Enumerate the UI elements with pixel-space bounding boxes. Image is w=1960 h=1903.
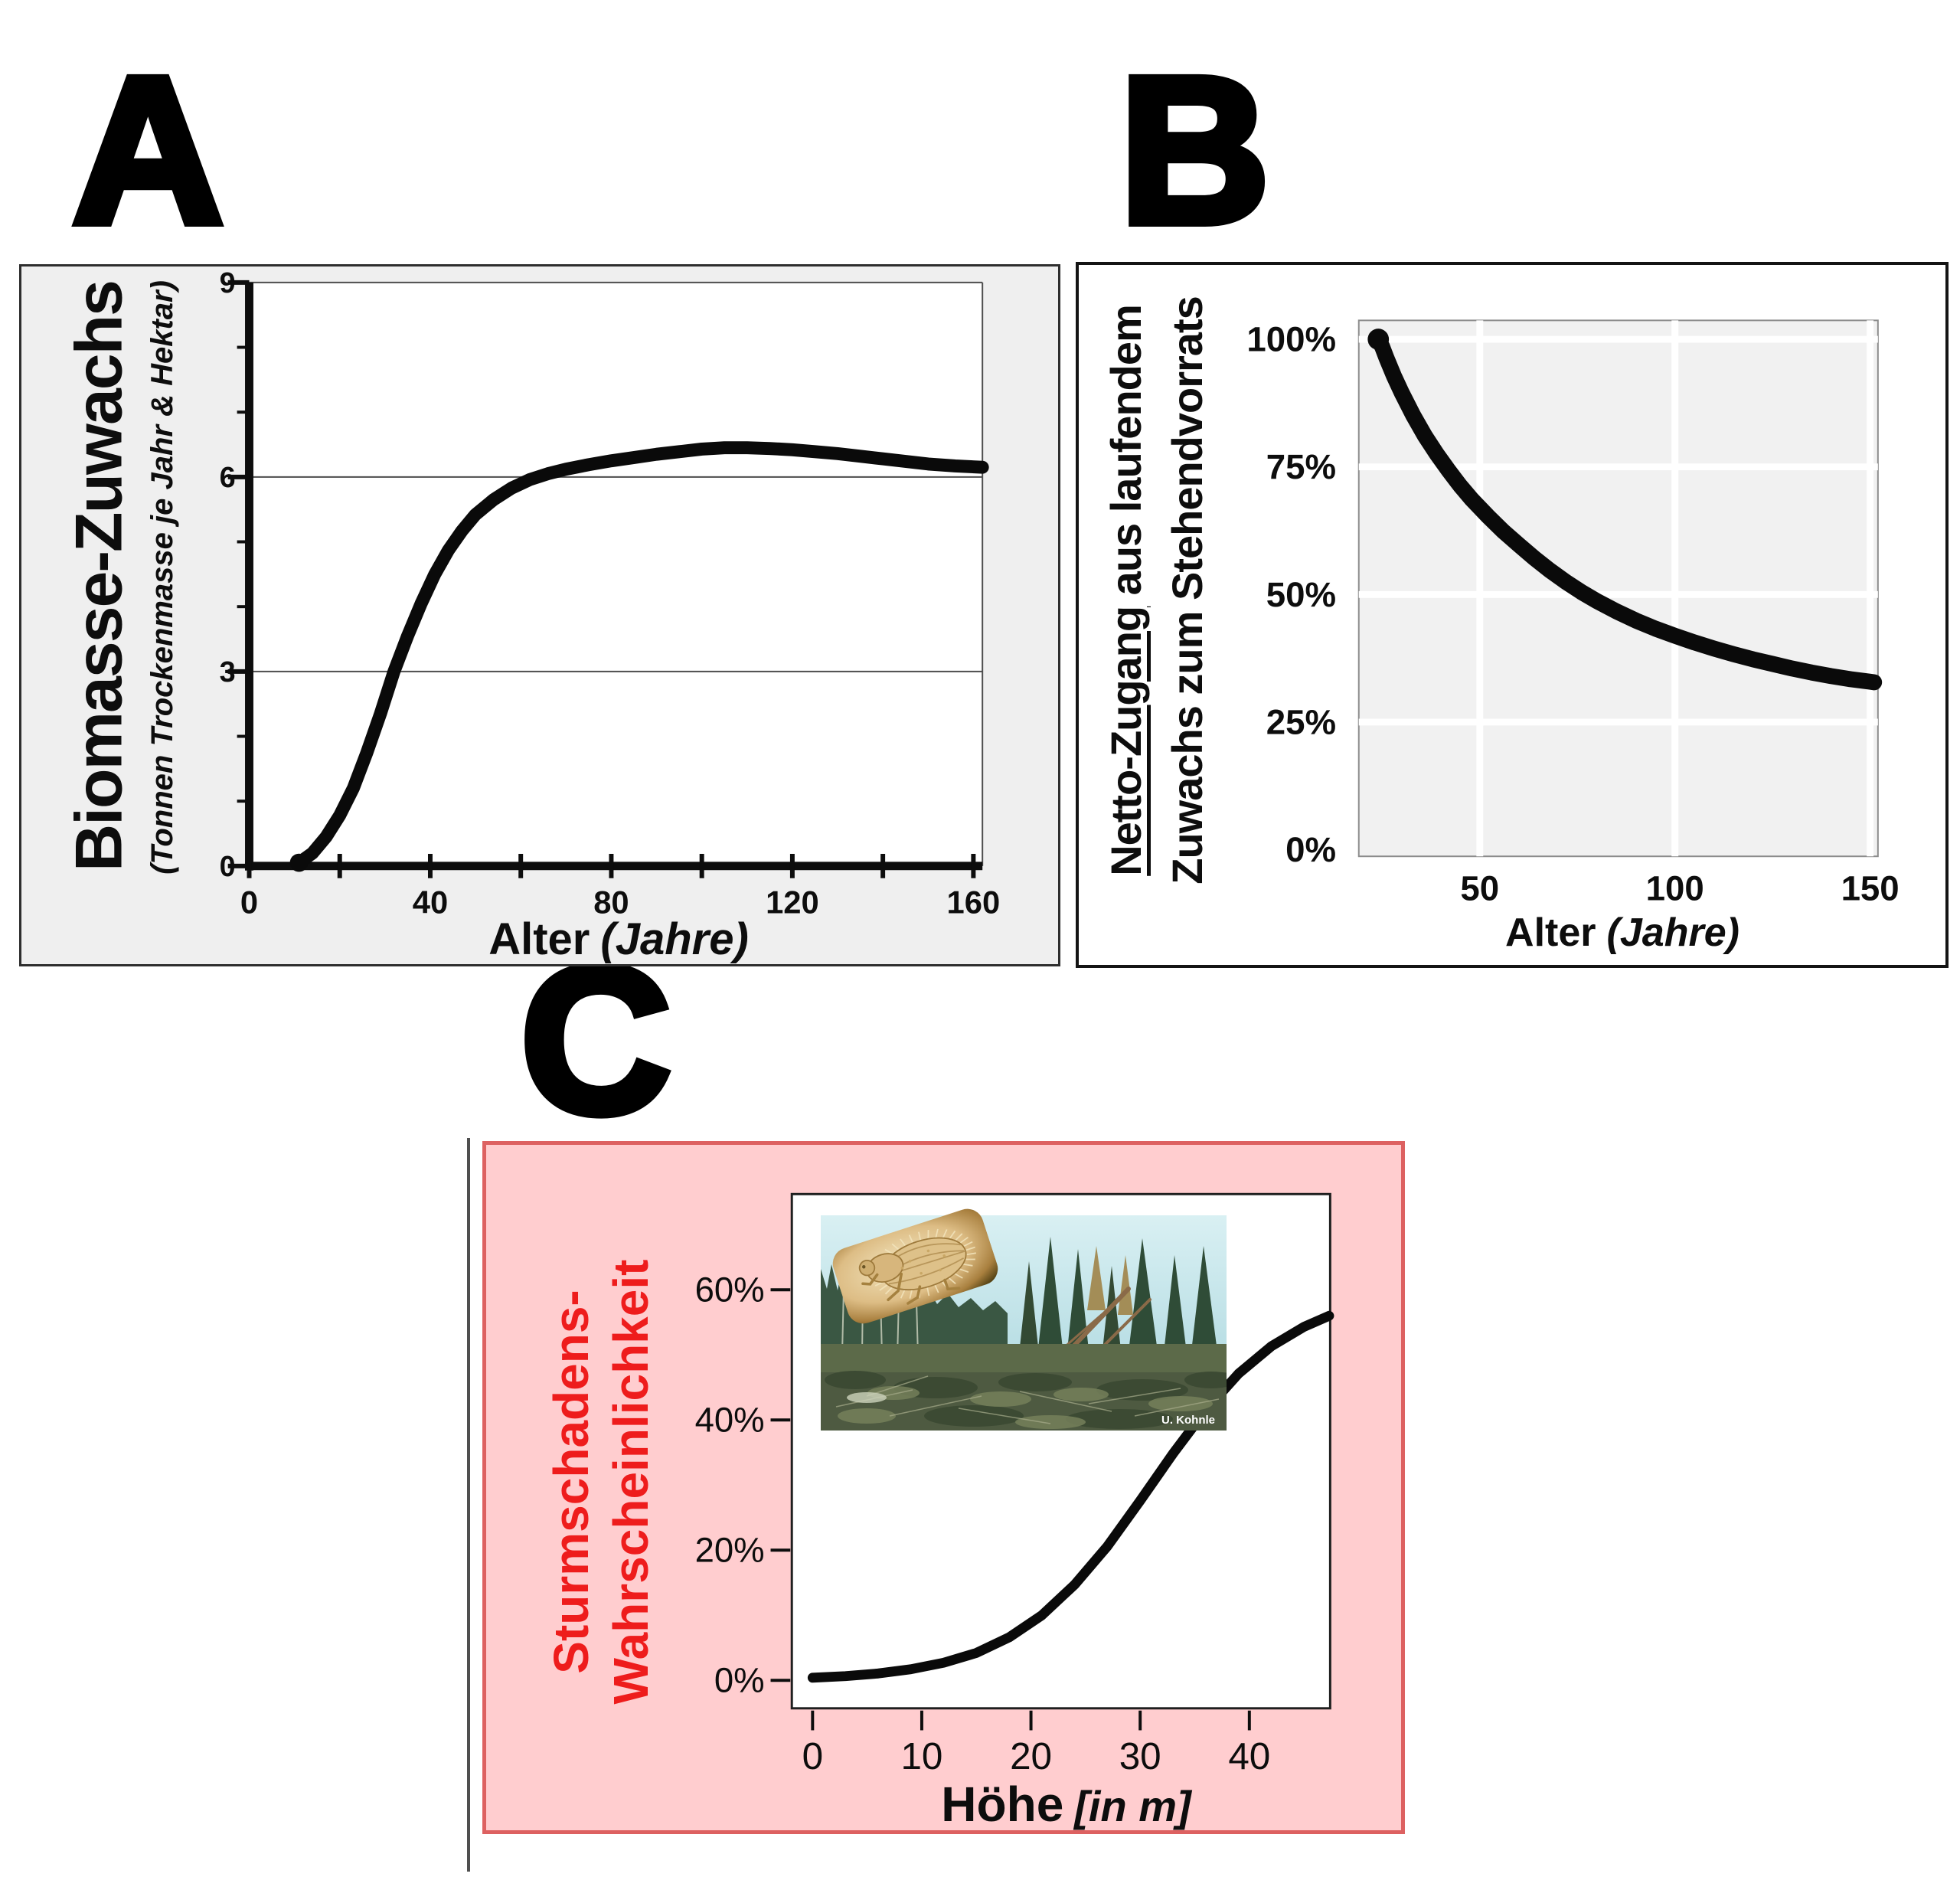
chart-a-y-tick-label: 9 [220,266,236,299]
chart-b-y-tick-label: 75% [1266,447,1336,486]
panel-b-net-increment-ratio: 0% 25% 50% 75% 100% 50 100 150 Netto-Zugang aus… [1076,262,1949,968]
panel-a-y-axis-subtitle: (Tonnen Trockenmasse je Jahr & Hektar) [145,280,179,875]
chart-a-y-tick-label: 0 [220,850,236,882]
chart-b-x-tick-label: 50 [1460,869,1499,908]
chart-a-biomass-vs-age: 0 3 6 9 0 40 80 120 160 [220,266,1001,920]
chart-a-x-tick-label: 80 [593,884,629,920]
panel-c-y-axis-title: Sturmschadens- Wahrscheinlichkeit [541,1183,661,1780]
panel-b-y-axis-title-line2: Zuwachs zum Stehendvorrats [1163,296,1211,884]
chart-b-y-tick-label: 100% [1246,320,1336,359]
chart-c-x-tick-label: 10 [900,1735,942,1777]
chart-b-y-tick-label: 25% [1266,702,1336,741]
chart-c-y-tick-label: 40% [695,1401,765,1440]
chart-c-x-tick-label: 0 [802,1735,824,1777]
chart-c-curve [807,1310,1334,1683]
panel-c-left-rule [467,1138,470,1872]
panel-a-x-axis-title-main: Alter [488,914,590,964]
chart-b-curve [1370,331,1883,691]
panel-b-x-axis-title-main: Alter [1505,911,1596,955]
panel-b-label: B [1115,34,1274,266]
chart-a-x-tick-label: 40 [413,884,448,920]
beetle-eye [862,1265,866,1269]
chart-c-y-tick-label: 20% [695,1531,765,1570]
panel-c-storm-damage: 0% 20% 40% 60% 0 10 20 30 40 [482,1141,1405,1834]
beetle-head [858,1260,876,1277]
panel-c-x-axis-unit: [in m] [1074,1782,1191,1830]
chart-b-y-tick-label: 0% [1285,830,1336,869]
panel-b-y-axis-title-line1: Netto-Zugang aus laufendem [1096,292,1157,889]
beetle-texture [900,1249,946,1275]
chart-a-x-tick-label: 120 [766,884,819,920]
panel-c-label: C [516,924,675,1156]
bark-beetle-image [828,1204,1002,1329]
chart-c-y-tick-label: 0% [714,1661,765,1700]
chart-c-x-tick-label: 30 [1119,1735,1161,1777]
panel-c-x-axis-title-main: Höhe [941,1777,1064,1832]
photo-spruces [1038,1237,1217,1353]
photo-dead-crowns [1087,1246,1133,1315]
bark-beetle-graphic [832,1208,998,1324]
panel-a-x-axis-title: Alter (Jahre) [250,914,988,965]
panel-c-y-axis-title-line2: Wahrscheinlichkeit [603,1259,658,1705]
panel-b-x-axis-title: Alter (Jahre) [1361,910,1884,956]
panel-b-x-axis-unit: (Jahre) [1606,911,1740,955]
panel-c-x-axis-title: Höhe [in m] [794,1776,1338,1833]
chart-a-y-tick-label: 3 [220,656,236,688]
panel-a-label: A [68,34,227,266]
chart-b-x-tick-label: 100 [1646,869,1704,908]
chart-a-x-tick-label: 0 [240,884,258,920]
photo-tangled-branches [835,1375,1220,1424]
photo-light-patch [847,1392,887,1403]
panel-a-y-axis-title: Biomasse-Zuwachs [62,281,136,871]
chart-b-y-tick-label: 50% [1266,575,1336,614]
chart-b-x-tick-label: 150 [1841,869,1900,908]
chart-c-x-tick-label: 40 [1228,1735,1270,1777]
chart-c-x-tick-label: 20 [1010,1735,1052,1777]
panel-b-y-axis-title-line1-rest: aus laufendem [1102,305,1150,607]
panel-b-y-axis-title: Netto-Zugang aus laufendem Zuwachs zum S… [1096,292,1218,889]
chart-c-y-tick-label: 60% [695,1270,765,1310]
chart-a-curve [292,441,989,870]
photo-light-bushes [838,1386,1213,1429]
chart-a-y-tick-label: 6 [220,461,236,493]
panel-c-y-axis-title-line1: Sturmschadens- [544,1290,599,1674]
beetle-legs [861,1272,961,1305]
photo-credit: U. Kohnle [1161,1414,1215,1427]
panel-a-biomass-growth: 0 3 6 9 0 40 80 120 160 Biomasse-Zuwachs (Tonnen… [19,264,1060,966]
panel-b-y-axis-title-underlined: Netto-Zugang [1102,606,1150,876]
chart-a-x-tick-label: 160 [947,884,1001,920]
chart-b-ratio-vs-age: 0% 25% 50% 75% 100% 50 100 150 [1246,319,1900,908]
panel-a-x-axis-unit: (Jahre) [600,914,749,964]
